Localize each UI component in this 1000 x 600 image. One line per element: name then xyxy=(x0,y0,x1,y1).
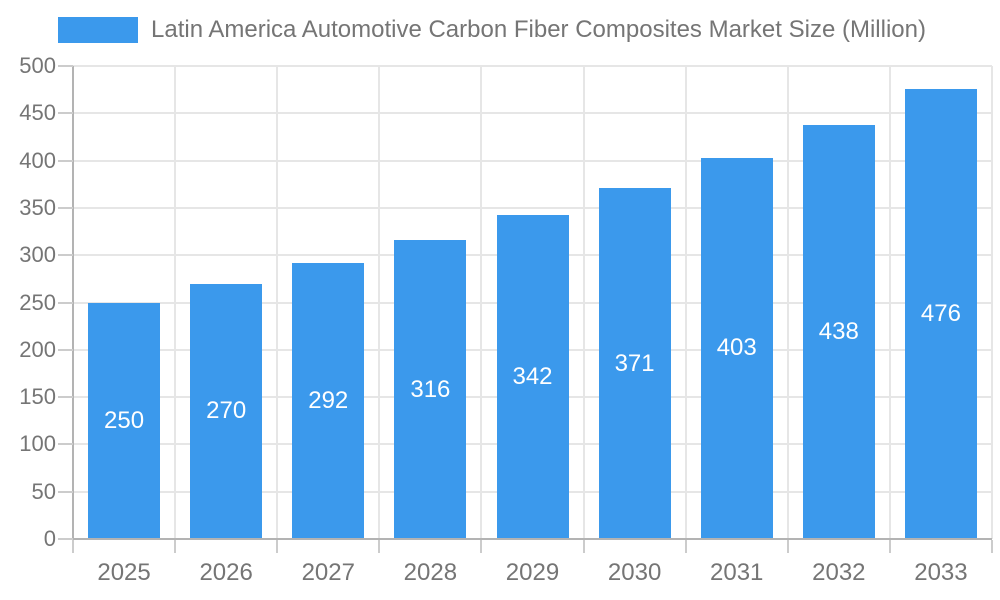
v-gridline xyxy=(991,66,993,539)
bar-value-label: 438 xyxy=(818,317,859,345)
y-axis-tick xyxy=(58,159,73,162)
x-axis-label: 2032 xyxy=(812,559,866,586)
y-axis-tick xyxy=(58,112,73,115)
x-axis-tick xyxy=(991,540,993,553)
bar-2033[interactable]: 476 xyxy=(904,88,977,539)
bar-2031[interactable]: 403 xyxy=(700,157,773,539)
x-axis-label: 2033 xyxy=(914,559,968,586)
y-axis-label: 400 xyxy=(19,147,56,173)
v-gridline xyxy=(378,66,381,539)
x-axis-tick xyxy=(888,540,891,553)
h-gridline xyxy=(73,206,992,209)
plot-area: 250 270 292 316 342 371 403 438 476 xyxy=(73,65,993,539)
v-gridline xyxy=(786,66,789,539)
y-axis-label: 450 xyxy=(19,100,56,126)
x-axis-tick xyxy=(480,540,483,553)
bar-value-label: 292 xyxy=(308,386,349,414)
y-axis-label: 300 xyxy=(19,242,56,268)
bar-2029[interactable]: 342 xyxy=(496,215,569,539)
x-axis-label: 2025 xyxy=(97,559,151,586)
bar-value-label: 250 xyxy=(104,406,145,434)
legend-swatch xyxy=(58,17,138,43)
bar-value-label: 316 xyxy=(410,375,451,403)
y-axis-tick xyxy=(58,443,73,446)
y-axis-label: 100 xyxy=(19,431,56,457)
y-axis-label: 350 xyxy=(19,194,56,220)
x-axis-tick xyxy=(786,540,789,553)
x-axis-tick xyxy=(684,540,687,553)
x-axis-label: 2030 xyxy=(607,559,662,586)
y-axis-label: 500 xyxy=(19,53,56,78)
y-axis-tick xyxy=(58,254,73,257)
v-gridline xyxy=(684,66,687,539)
x-axis-tick xyxy=(378,540,381,553)
y-axis-label: 0 xyxy=(43,526,56,551)
x-axis-tick xyxy=(174,540,177,553)
y-axis-label: 200 xyxy=(19,336,56,362)
bar-2026[interactable]: 270 xyxy=(190,283,263,539)
y-axis-tick xyxy=(58,490,73,493)
bar-value-label: 476 xyxy=(920,299,961,327)
x-axis-tick xyxy=(276,540,279,553)
x-axis-line xyxy=(58,538,992,540)
bar-value-label: 403 xyxy=(716,334,757,362)
y-axis-tick xyxy=(58,538,73,540)
bar-2025[interactable]: 250 xyxy=(88,302,161,539)
y-axis-tick xyxy=(58,65,73,67)
bar-2030[interactable]: 371 xyxy=(598,188,671,539)
h-gridline xyxy=(73,65,992,67)
y-axis-tick xyxy=(58,396,73,399)
x-axis-label: 2031 xyxy=(710,559,764,586)
h-gridline xyxy=(73,159,992,162)
x-axis-label: 2028 xyxy=(403,559,458,586)
bar-2028[interactable]: 316 xyxy=(394,240,467,539)
x-axis-label: 2027 xyxy=(301,559,355,586)
x-axis-tick xyxy=(582,540,585,553)
bar-2027[interactable]: 292 xyxy=(292,262,365,539)
v-gridline xyxy=(276,66,279,539)
v-gridline xyxy=(480,66,483,539)
x-axis-label: 2029 xyxy=(505,559,560,586)
y-axis-tick xyxy=(58,206,73,209)
bar-2032[interactable]: 438 xyxy=(802,124,875,539)
legend-label: Latin America Automotive Carbon Fiber Co… xyxy=(151,16,926,43)
legend-item[interactable]: Latin America Automotive Carbon Fiber Co… xyxy=(58,16,926,44)
x-axis-label: 2026 xyxy=(199,559,253,586)
h-gridline xyxy=(73,112,992,115)
y-axis-label: 150 xyxy=(19,384,56,410)
v-gridline xyxy=(582,66,585,539)
y-axis-tick xyxy=(58,301,73,304)
y-axis-line xyxy=(72,66,74,552)
v-gridline xyxy=(888,66,891,539)
bar-value-label: 270 xyxy=(206,397,247,425)
bar-value-label: 342 xyxy=(512,363,553,391)
x-axis-tick xyxy=(72,540,74,553)
y-axis-tick xyxy=(58,348,73,351)
bar-value-label: 371 xyxy=(614,349,655,377)
y-axis-label: 250 xyxy=(19,289,56,315)
v-gridline xyxy=(174,66,177,539)
y-axis-label: 50 xyxy=(31,478,56,504)
